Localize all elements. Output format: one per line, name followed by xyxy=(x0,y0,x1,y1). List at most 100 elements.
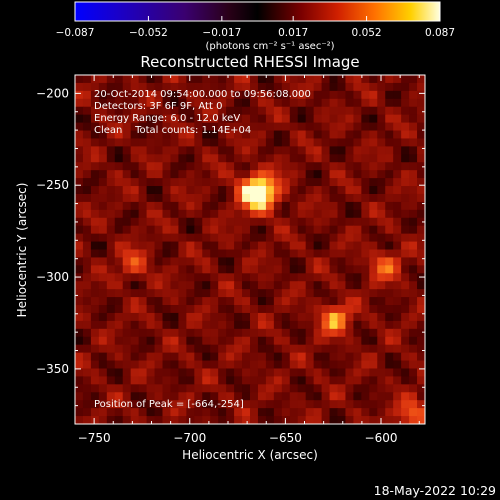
heatmap-cell xyxy=(417,201,425,211)
heatmap-cell xyxy=(162,130,172,140)
heatmap-cell xyxy=(337,408,347,417)
heatmap-cell xyxy=(122,193,132,203)
heatmap-cell xyxy=(353,392,362,401)
heatmap-cell xyxy=(257,257,267,266)
heatmap-cell xyxy=(202,241,211,251)
heatmap-cell xyxy=(417,225,425,235)
heatmap-cell xyxy=(194,320,203,330)
heatmap-cell xyxy=(257,408,267,417)
heatmap-cell xyxy=(265,106,275,116)
heatmap-cell xyxy=(329,312,339,322)
heatmap-cell xyxy=(146,273,156,282)
heatmap-cell xyxy=(393,98,402,108)
heatmap-cell xyxy=(273,249,283,259)
heatmap-cell xyxy=(377,98,386,108)
heatmap-cell xyxy=(130,170,140,179)
heatmap-cell xyxy=(75,209,84,219)
heatmap-cell xyxy=(393,265,402,274)
heatmap-cell xyxy=(210,328,219,338)
heatmap-cell xyxy=(409,289,418,298)
heatmap-cell xyxy=(305,170,315,179)
heatmap-cell xyxy=(329,178,339,187)
annotation-time: 20-Oct-2014 09:54:00.000 to 09:56:08.000 xyxy=(94,89,311,100)
heatmap-cell xyxy=(321,209,331,219)
heatmap-cell xyxy=(337,320,347,330)
heatmap-cell xyxy=(393,209,402,219)
heatmap-cell xyxy=(289,344,299,354)
heatmap-cell xyxy=(194,305,203,314)
heatmap-cell xyxy=(369,305,378,314)
heatmap-cell xyxy=(75,82,84,92)
heatmap-cell xyxy=(162,368,172,378)
heatmap-cell xyxy=(210,257,219,266)
heatmap-cell xyxy=(202,138,211,147)
heatmap-cell xyxy=(170,360,179,370)
heatmap-cell xyxy=(281,233,291,243)
heatmap-cell xyxy=(146,320,156,330)
heatmap-cell xyxy=(257,82,267,92)
heatmap-cell xyxy=(130,225,140,235)
heatmap-cell xyxy=(218,233,227,243)
heatmap-cell xyxy=(369,225,378,235)
heatmap-cell xyxy=(234,225,243,235)
heatmap-cell xyxy=(114,138,124,147)
heatmap-cell xyxy=(297,416,307,424)
heatmap-cell xyxy=(353,289,362,298)
heatmap-cell xyxy=(234,273,243,282)
heatmap-cell xyxy=(90,162,100,171)
heatmap-cell xyxy=(305,408,315,417)
heatmap-cell xyxy=(90,352,100,362)
heatmap-cell xyxy=(75,146,84,155)
heatmap-cell xyxy=(234,408,243,417)
heatmap-cell xyxy=(146,344,156,354)
heatmap-cell xyxy=(82,320,92,330)
heatmap-cell xyxy=(75,201,84,211)
heatmap-cell xyxy=(417,233,425,243)
x-tick-label: −650 xyxy=(269,431,302,445)
heatmap-cell xyxy=(409,320,418,330)
heatmap-cell xyxy=(273,82,283,92)
heatmap-cell xyxy=(353,106,362,116)
heatmap-cell xyxy=(146,400,156,409)
heatmap-cell xyxy=(385,162,394,171)
heatmap-cell xyxy=(257,217,267,227)
heatmap-cell xyxy=(393,114,402,124)
heatmap-cell xyxy=(289,384,299,393)
heatmap-cell xyxy=(154,75,164,84)
heatmap-cell xyxy=(138,336,148,346)
heatmap-cell xyxy=(170,75,179,84)
heatmap-cell xyxy=(265,281,275,290)
heatmap-cell xyxy=(242,328,251,338)
heatmap-cell xyxy=(273,138,283,147)
heatmap-cell xyxy=(265,114,275,124)
heatmap-cell xyxy=(337,122,347,132)
heatmap-cell xyxy=(75,328,84,338)
heatmap-cell xyxy=(329,201,339,211)
heatmap-cell xyxy=(289,312,299,322)
heatmap-cell xyxy=(162,98,172,108)
heatmap-cell xyxy=(75,217,84,227)
heatmap-cell xyxy=(385,193,394,203)
heatmap-cell xyxy=(393,162,402,171)
heatmap-cell xyxy=(250,170,259,179)
heatmap-cell xyxy=(82,344,92,354)
heatmap-cell xyxy=(162,233,172,243)
heatmap-cell xyxy=(138,416,148,424)
heatmap-cell xyxy=(369,392,378,401)
heatmap-cell xyxy=(273,209,283,219)
colorbar-tick-label: 0.087 xyxy=(425,27,455,39)
heatmap-cell xyxy=(265,392,275,401)
heatmap-cell xyxy=(234,162,243,171)
colorbar-tick-label: −0.052 xyxy=(129,27,168,39)
heatmap-cell xyxy=(353,193,362,203)
heatmap-cell xyxy=(401,186,410,195)
heatmap-cell xyxy=(202,114,211,124)
heatmap-cell xyxy=(289,98,299,108)
heatmap-cell xyxy=(281,225,291,235)
heatmap-cell xyxy=(345,82,354,92)
heatmap-cell xyxy=(130,138,140,147)
heatmap-cell xyxy=(210,217,219,227)
heatmap-cell xyxy=(234,320,243,330)
heatmap-cell xyxy=(98,312,108,322)
heatmap-cell xyxy=(385,90,394,100)
